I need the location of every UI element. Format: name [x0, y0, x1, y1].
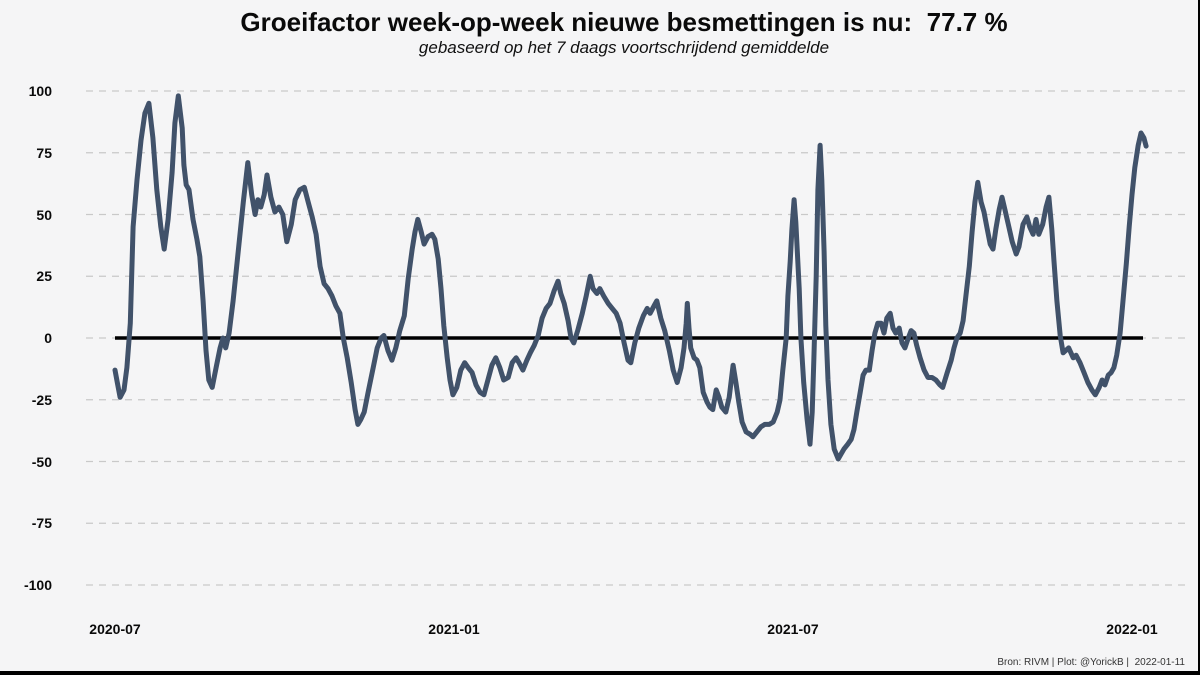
y-tick-label-25: 25	[36, 268, 52, 285]
chart-subtitle: gebaseerd op het 7 daags voortschrijdend…	[418, 38, 830, 57]
x-tick-label-2021-01: 2021-01	[428, 621, 480, 637]
y-tick-label-50: 50	[36, 206, 52, 223]
y-tick-label--50: -50	[31, 453, 52, 470]
y-tick-label-75: 75	[36, 144, 52, 161]
y-tick-label--25: -25	[31, 391, 52, 408]
y-tick-label-0: 0	[44, 330, 52, 346]
y-tick-label-100: 100	[28, 83, 52, 99]
series-line	[112, 93, 1149, 462]
source-credit: Bron: RIVM | Plot: @YorickB | 2022-01-11	[997, 657, 1185, 668]
chart-title: Groeifactor week-op-week nieuwe besmetti…	[240, 7, 1008, 37]
y-tick-label--75: -75	[31, 515, 52, 532]
x-tick-label-2022-01: 2022-01	[1106, 621, 1158, 637]
y-tick-label--100: -100	[23, 577, 52, 593]
x-tick-label-2021-07: 2021-07	[767, 621, 819, 637]
x-tick-label-2020-07: 2020-07	[89, 621, 141, 637]
